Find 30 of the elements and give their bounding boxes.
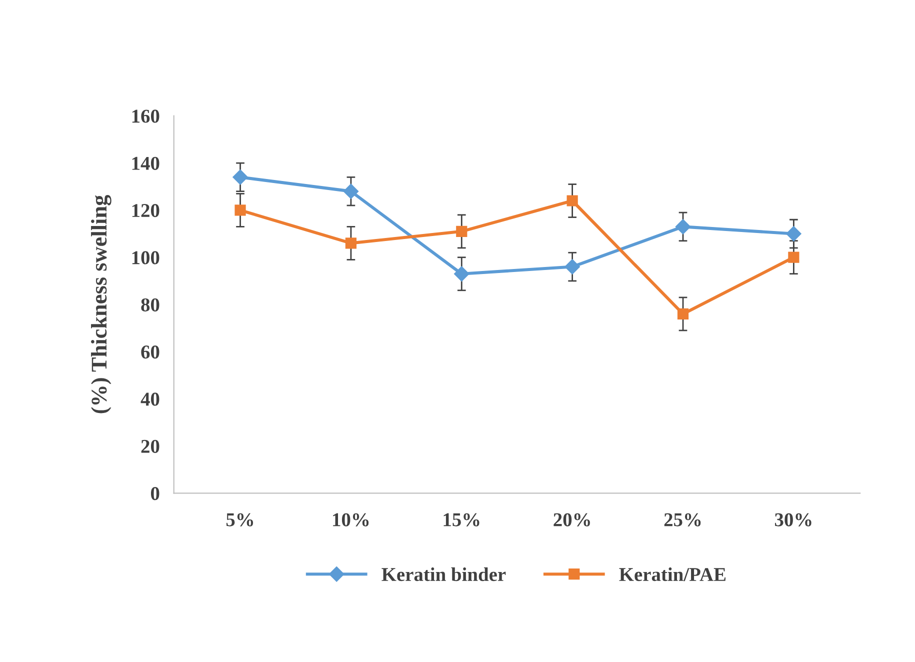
- x-tick-label: 10%: [333, 513, 369, 526]
- y-tick-label: 80: [141, 298, 160, 312]
- point: [788, 252, 800, 263]
- x-tick-label: 30%: [774, 513, 812, 526]
- point: [454, 266, 470, 282]
- y-tick-label: 140: [132, 156, 160, 170]
- y-tick-label: 20: [141, 440, 160, 453]
- legend-label: Keratin binder: [382, 567, 506, 582]
- x-tick-label: 5%: [226, 513, 254, 526]
- point: [456, 226, 468, 237]
- point: [564, 259, 580, 274]
- point: [566, 195, 578, 206]
- y-tick-label: 40: [140, 392, 160, 406]
- y-tick-label: 60: [141, 346, 160, 359]
- y-tick-label: 0: [150, 487, 160, 500]
- x-tick-label: 25%: [664, 513, 701, 526]
- point: [786, 226, 802, 242]
- y-tick-label: 100: [132, 251, 160, 264]
- y-tick-label: 120: [132, 204, 160, 218]
- point: [675, 219, 691, 234]
- legend-label: Keratin/PAE: [619, 567, 726, 582]
- point: [345, 238, 357, 249]
- point: [234, 204, 246, 216]
- y-axis-title: (%) Thickness swelling: [91, 195, 112, 414]
- point: [232, 170, 248, 185]
- x-tick-label: 20%: [554, 513, 590, 526]
- y-tick-label: 160: [132, 110, 160, 123]
- point: [343, 184, 359, 199]
- x-tick-label: 15%: [444, 513, 480, 526]
- point: [677, 308, 689, 320]
